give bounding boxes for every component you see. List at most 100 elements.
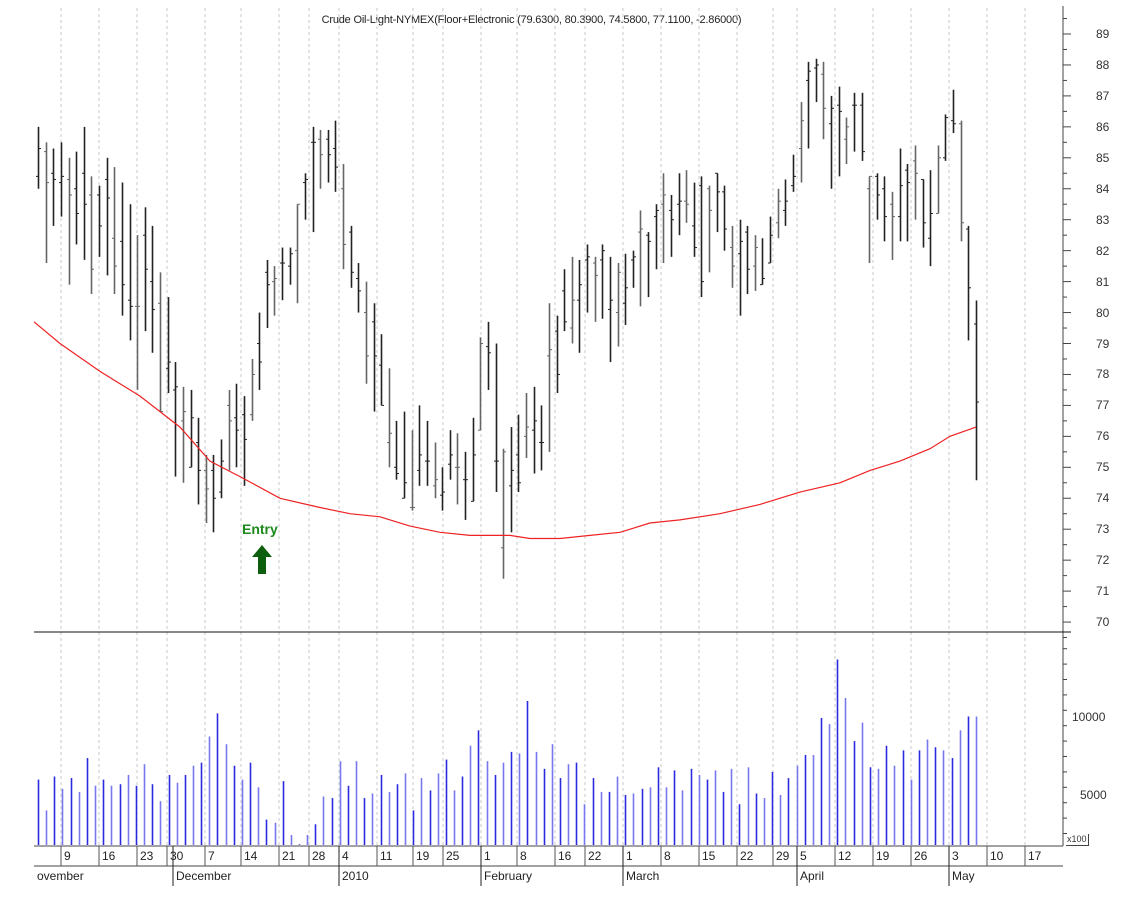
ohlc-bar <box>860 92 865 161</box>
ohlc-bar <box>974 300 979 481</box>
ohlc-bar <box>776 188 781 239</box>
price-tick-label: 76 <box>1096 429 1110 444</box>
ohlc-bar <box>623 253 628 325</box>
day-tick-label: 14 <box>244 849 258 863</box>
ohlc-bar <box>852 92 857 152</box>
ohlc-bar <box>326 129 331 183</box>
moving-average-line <box>33 321 977 540</box>
ohlc-bar <box>821 61 826 140</box>
day-tick-label: 29 <box>776 849 790 863</box>
ohlc-bar <box>616 263 621 347</box>
ohlc-bar <box>745 225 750 294</box>
ohlc-bar <box>654 204 659 270</box>
ohlc-bar <box>501 448 506 579</box>
ohlc-bar <box>966 225 971 341</box>
ohlc-bar <box>936 145 941 215</box>
ohlc-bar <box>257 312 262 390</box>
ohlc-bar <box>921 178 926 248</box>
price-tick-label: 85 <box>1096 150 1110 165</box>
ohlc-bar <box>905 163 910 242</box>
ohlc-bar <box>768 216 773 264</box>
price-tick-label: 89 <box>1096 27 1110 41</box>
ohlc-bar <box>89 176 94 294</box>
ohlc-bar <box>394 420 399 480</box>
price-tick-label: 84 <box>1096 181 1110 196</box>
price-tick-label: 75 <box>1096 460 1110 475</box>
ohlc-bar <box>173 362 178 477</box>
price-tick-label: 79 <box>1096 336 1110 351</box>
ohlc-bar <box>311 126 316 233</box>
day-tick-label: 7 <box>208 849 215 863</box>
ohlc-bar <box>516 414 521 493</box>
month-label: ovember <box>37 869 84 883</box>
ohlc-bar <box>318 129 323 189</box>
ohlc-bar <box>478 337 483 431</box>
ohlc-bar <box>463 451 468 520</box>
ohlc-bar <box>433 442 438 499</box>
ohlc-bar <box>585 244 590 313</box>
price-tick-label: 87 <box>1096 88 1110 103</box>
ohlc-bar <box>196 417 201 505</box>
day-tick-label: 1 <box>626 849 633 863</box>
ohlc-bar <box>638 210 643 307</box>
price-tick-label: 88 <box>1096 57 1110 72</box>
ohlc-bar <box>837 86 842 177</box>
ohlc-bar <box>707 185 712 273</box>
ohlc-bar <box>783 179 788 226</box>
price-tick-label: 86 <box>1096 119 1110 134</box>
ohlc-bar <box>699 176 704 298</box>
day-tick-label: 19 <box>876 849 890 863</box>
day-tick-label: 28 <box>312 849 326 863</box>
ohlc-bar <box>341 163 346 270</box>
day-tick-label: 16 <box>558 849 572 863</box>
month-label: March <box>626 869 660 883</box>
day-tick-label: 10 <box>990 849 1004 863</box>
day-tick-label: 30 <box>170 849 184 863</box>
ohlc-bar <box>417 405 422 486</box>
ohlc-bar <box>631 250 636 288</box>
ohlc-bar <box>867 175 872 264</box>
day-tick-label: 19 <box>416 849 430 863</box>
day-tick-label: 8 <box>520 849 527 863</box>
day-tick-label: 16 <box>102 849 116 863</box>
ohlc-bar <box>410 430 415 511</box>
ohlc-bar <box>82 126 87 260</box>
price-tick-label: 72 <box>1096 553 1110 568</box>
ohlc-bar <box>509 427 514 533</box>
ohlc-bar <box>242 396 247 486</box>
ohlc-bar <box>486 321 491 390</box>
ohlc-bar <box>105 157 110 276</box>
ohlc-bar <box>844 117 849 164</box>
day-tick-label: 1 <box>484 849 491 863</box>
ohlc-bar <box>97 185 102 257</box>
ohlc-bar <box>234 383 239 468</box>
ohlc-bar <box>387 368 392 468</box>
ohlc-bar <box>44 142 49 264</box>
ohlc-bar <box>524 393 529 459</box>
day-tick-label: 8 <box>664 849 671 863</box>
ohlc-bar <box>280 247 285 301</box>
price-tick-label: 82 <box>1096 243 1110 258</box>
month-label: April <box>800 869 825 883</box>
ohlc-bar <box>760 238 765 286</box>
ohlc-bar <box>303 173 308 220</box>
month-label: 2010 <box>342 869 369 883</box>
ohlc-bar <box>51 148 56 226</box>
month-label: February <box>484 869 533 883</box>
price-tick-label: 81 <box>1096 274 1110 289</box>
day-tick-label: 11 <box>380 849 393 863</box>
ohlc-bar <box>74 151 79 245</box>
entry-label: Entry <box>242 521 278 537</box>
price-tick-label: 80 <box>1096 305 1110 320</box>
ohlc-bar <box>120 182 125 316</box>
ohlc-bar <box>288 247 293 285</box>
ohlc-bar <box>646 232 651 298</box>
ohlc-bar <box>677 173 682 236</box>
price-tick-label: 83 <box>1096 212 1110 227</box>
ohlc-bar <box>372 303 377 412</box>
volume-unit-label: x100 <box>1066 834 1089 846</box>
ohlc-bar <box>349 225 354 288</box>
ohlc-bar <box>333 120 338 192</box>
day-tick-label: 22 <box>740 849 754 863</box>
